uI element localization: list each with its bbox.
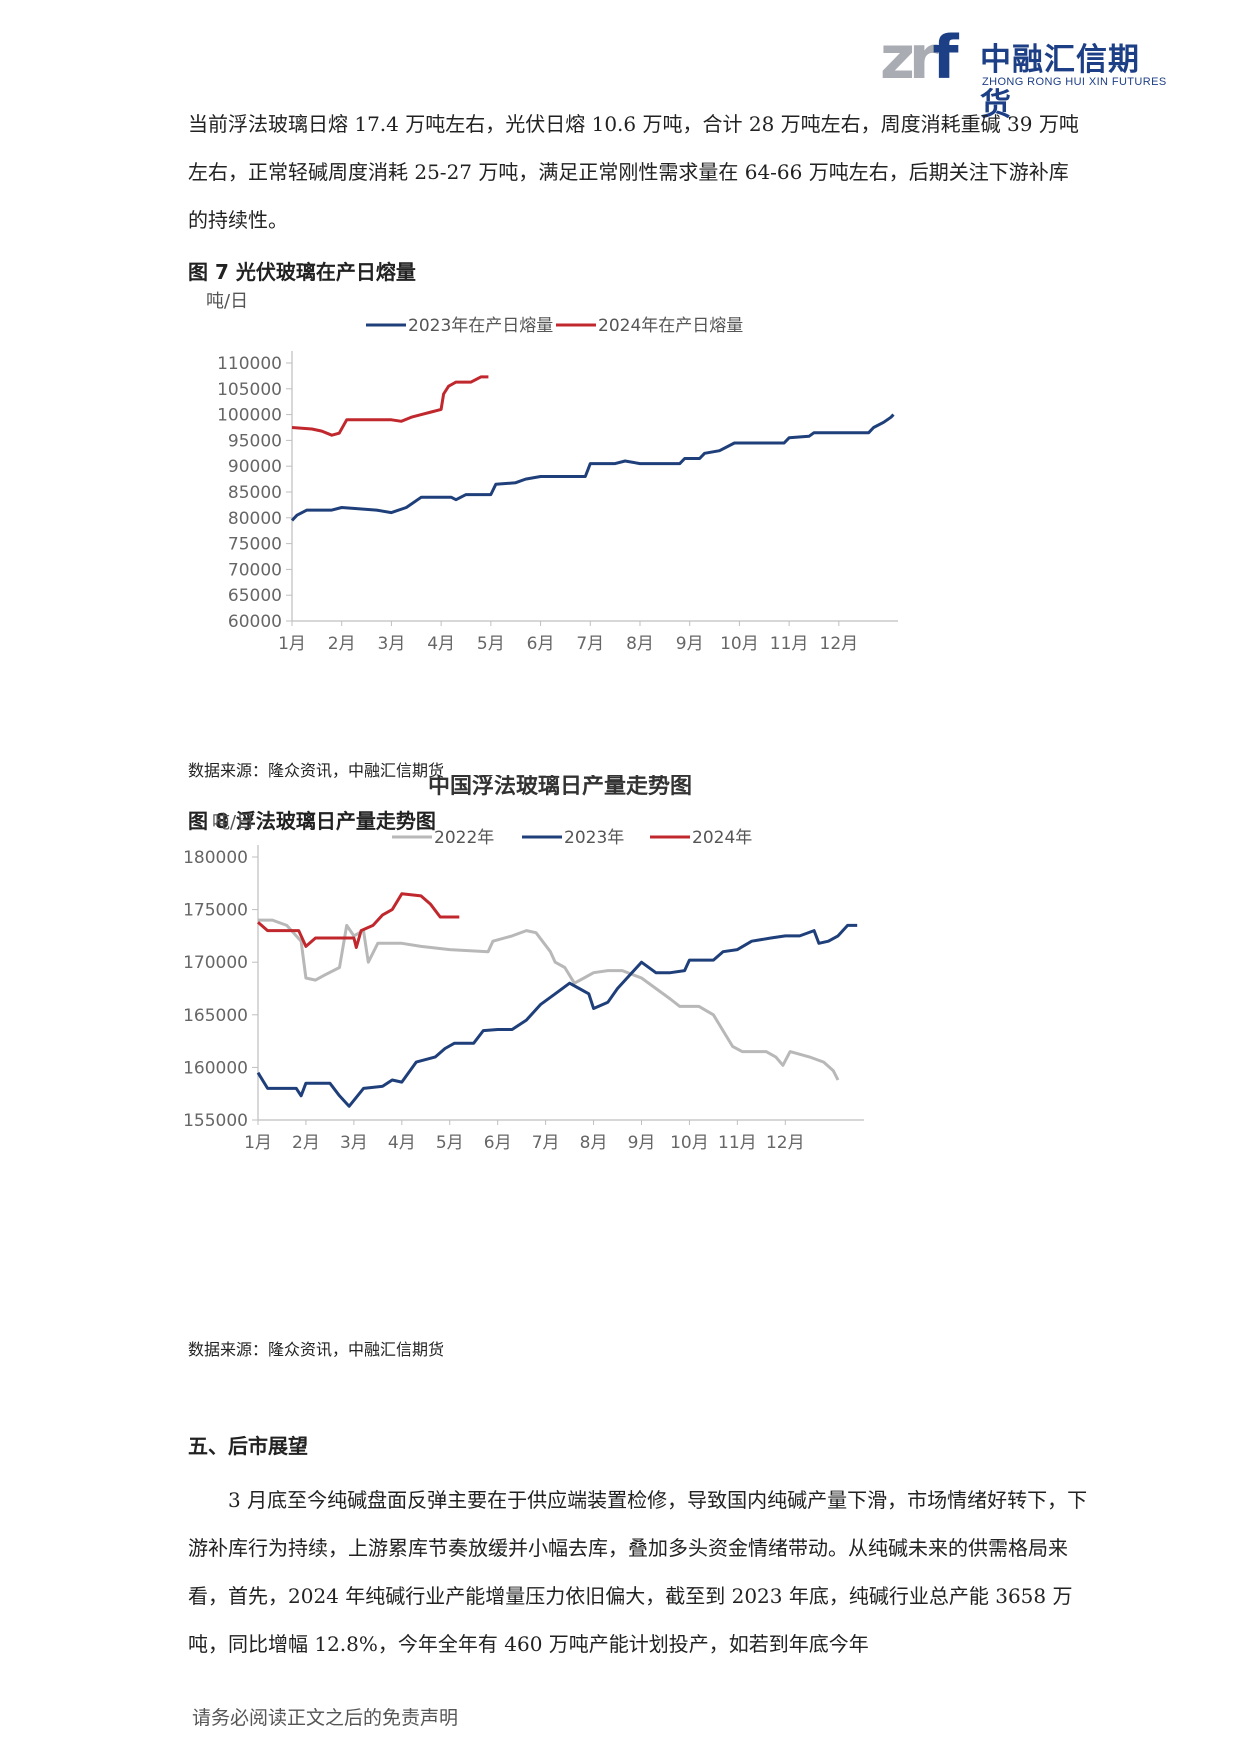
figure7-caption: 图 7 光伏玻璃在产日熔量: [188, 260, 416, 284]
y-tick-label: 75000: [228, 535, 282, 555]
figure8-source: 数据来源：隆众资讯，中融汇信期货: [188, 1340, 445, 1359]
x-tick-label: 3月: [340, 1133, 368, 1153]
series-line-2022年: [258, 918, 840, 1081]
y-axis-label: 吨/日: [212, 812, 254, 833]
y-tick-label: 180000: [183, 848, 248, 868]
figure8-caption: 图 8 浮法玻璃日产量走势图: [188, 809, 436, 833]
x-tick-label: 12月: [820, 634, 859, 654]
y-tick-label: 95000: [228, 431, 282, 451]
y-tick-label: 70000: [228, 560, 282, 580]
y-tick-label: 65000: [228, 586, 282, 606]
legend-label: 2022年: [434, 828, 494, 848]
x-tick-label: 3月: [378, 634, 406, 654]
x-tick-label: 2月: [328, 634, 356, 654]
x-tick-label: 1月: [278, 634, 306, 654]
logo-name-cn: 中融汇信期货: [980, 42, 1140, 123]
y-axis-label: 吨/日: [206, 291, 248, 312]
x-tick-label: 4月: [388, 1133, 416, 1153]
x-tick-label: 9月: [628, 1133, 656, 1153]
section5-paragraph: 3 月底至今纯碱盘面反弹主要在于供应端装置检修，导致国内纯碱产量下滑，市场情绪好…: [188, 1488, 1088, 1656]
chart-title: 中国浮法玻璃日产量走势图: [428, 775, 692, 799]
x-tick-label: 12月: [766, 1133, 805, 1153]
x-tick-label: 10月: [720, 634, 759, 654]
x-tick-label: 9月: [676, 634, 704, 654]
company-logo: zrf 中融汇信期货 ZHONG RONG HUI XIN FUTURES: [880, 23, 1170, 123]
y-tick-label: 85000: [228, 483, 282, 503]
section5-heading: 五、后市展望: [188, 1434, 308, 1458]
x-tick-label: 6月: [527, 634, 555, 654]
legend-label: 2023年在产日熔量: [408, 316, 553, 336]
y-tick-label: 170000: [183, 953, 248, 973]
x-tick-label: 8月: [580, 1133, 608, 1153]
x-tick-label: 4月: [427, 634, 455, 654]
x-tick-label: 5月: [436, 1133, 464, 1153]
x-tick-label: 11月: [770, 634, 809, 654]
x-tick-label: 10月: [670, 1133, 709, 1153]
y-tick-label: 175000: [183, 901, 248, 921]
x-tick-label: 2月: [292, 1133, 320, 1153]
x-tick-label: 6月: [484, 1133, 512, 1153]
y-tick-label: 60000: [228, 612, 282, 632]
figure7-chart: 吨/日 2023年在产日熔量 2024年在产日熔量 110000 105000 10000…: [206, 291, 898, 654]
y-tick-label: 160000: [183, 1058, 248, 1078]
series-line-2023年: [256, 923, 858, 1108]
logo-mark: zrf: [880, 23, 959, 93]
y-tick-label: 165000: [183, 1006, 248, 1026]
figure7-source: 数据来源：隆众资讯，中融汇信期货: [188, 761, 445, 780]
x-tick-label: 7月: [532, 1133, 560, 1153]
intro-paragraph: 当前浮法玻璃日熔 17.4 万吨左右，光伏日熔 10.6 万吨，合计 28 万吨…: [188, 112, 1079, 232]
x-tick-label: 5月: [477, 634, 505, 654]
y-tick-label: 105000: [217, 380, 282, 400]
x-tick-label: 1月: [244, 1133, 272, 1153]
series-line-2024年: [257, 892, 460, 949]
x-tick-label: 7月: [576, 634, 604, 654]
y-tick-label: 110000: [217, 354, 282, 374]
y-tick-label: 155000: [183, 1111, 248, 1131]
y-tick-label: 80000: [228, 509, 282, 529]
logo-name-en: ZHONG RONG HUI XIN FUTURES: [982, 76, 1167, 88]
x-tick-label: 8月: [626, 634, 654, 654]
y-tick-label: 100000: [217, 406, 282, 426]
footer-disclaimer: 请务必阅读正文之后的免责声明: [192, 1707, 459, 1729]
series-line-2023年在产日熔量: [290, 413, 895, 522]
y-tick-label: 90000: [228, 457, 282, 477]
legend-label: 2024年: [692, 828, 752, 848]
x-tick-label: 11月: [718, 1133, 757, 1153]
legend-label: 2023年: [564, 828, 624, 848]
series-line-2024年在产日熔量: [291, 375, 489, 437]
chart-plot-group: 吨/日 2023年在产日熔量 2024年在产日熔量 110000 105000 10000…: [206, 291, 898, 654]
legend-label: 2024年在产日熔量: [598, 316, 743, 336]
